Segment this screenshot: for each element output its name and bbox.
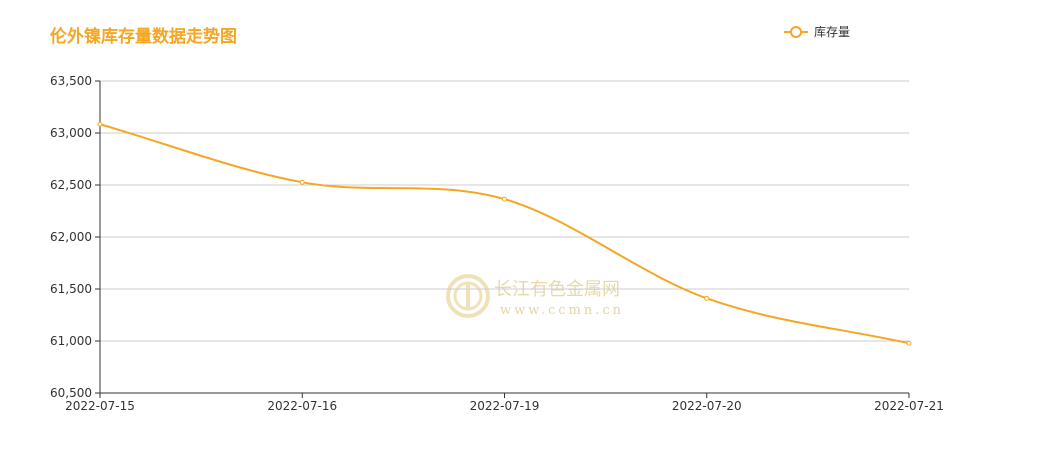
x-tick-label: 2022-07-20 xyxy=(672,399,742,413)
y-tick-label: 61,500 xyxy=(50,282,92,296)
watermark-url: www.ccmn.cn xyxy=(500,303,624,318)
y-tick-label: 62,500 xyxy=(50,178,92,192)
ccmn-logo-icon xyxy=(446,274,490,318)
x-tick-label: 2022-07-16 xyxy=(267,399,337,413)
chart-title: 伦外镍库存量数据走势图 xyxy=(50,27,237,47)
y-tick-label: 60,500 xyxy=(50,386,92,400)
y-tick-label: 62,000 xyxy=(50,230,92,244)
legend[interactable]: 库存量 xyxy=(784,23,850,40)
data-point[interactable] xyxy=(704,295,710,301)
data-point[interactable] xyxy=(906,340,912,346)
x-tick-label: 2022-07-19 xyxy=(470,399,540,413)
watermark: 长江有色金属网 www.ccmn.cn xyxy=(446,274,624,318)
legend-line-circle-icon xyxy=(784,25,808,38)
y-tick-label: 63,000 xyxy=(50,126,92,140)
y-tick-label: 61,000 xyxy=(50,334,92,348)
data-point[interactable] xyxy=(299,179,305,185)
data-point[interactable] xyxy=(97,121,103,127)
x-tick-label: 2022-07-15 xyxy=(65,399,135,413)
y-tick-label: 63,500 xyxy=(50,74,92,88)
data-point[interactable] xyxy=(502,196,507,202)
x-tick-label: 2022-07-21 xyxy=(874,399,944,413)
legend-label: 库存量 xyxy=(814,25,851,39)
